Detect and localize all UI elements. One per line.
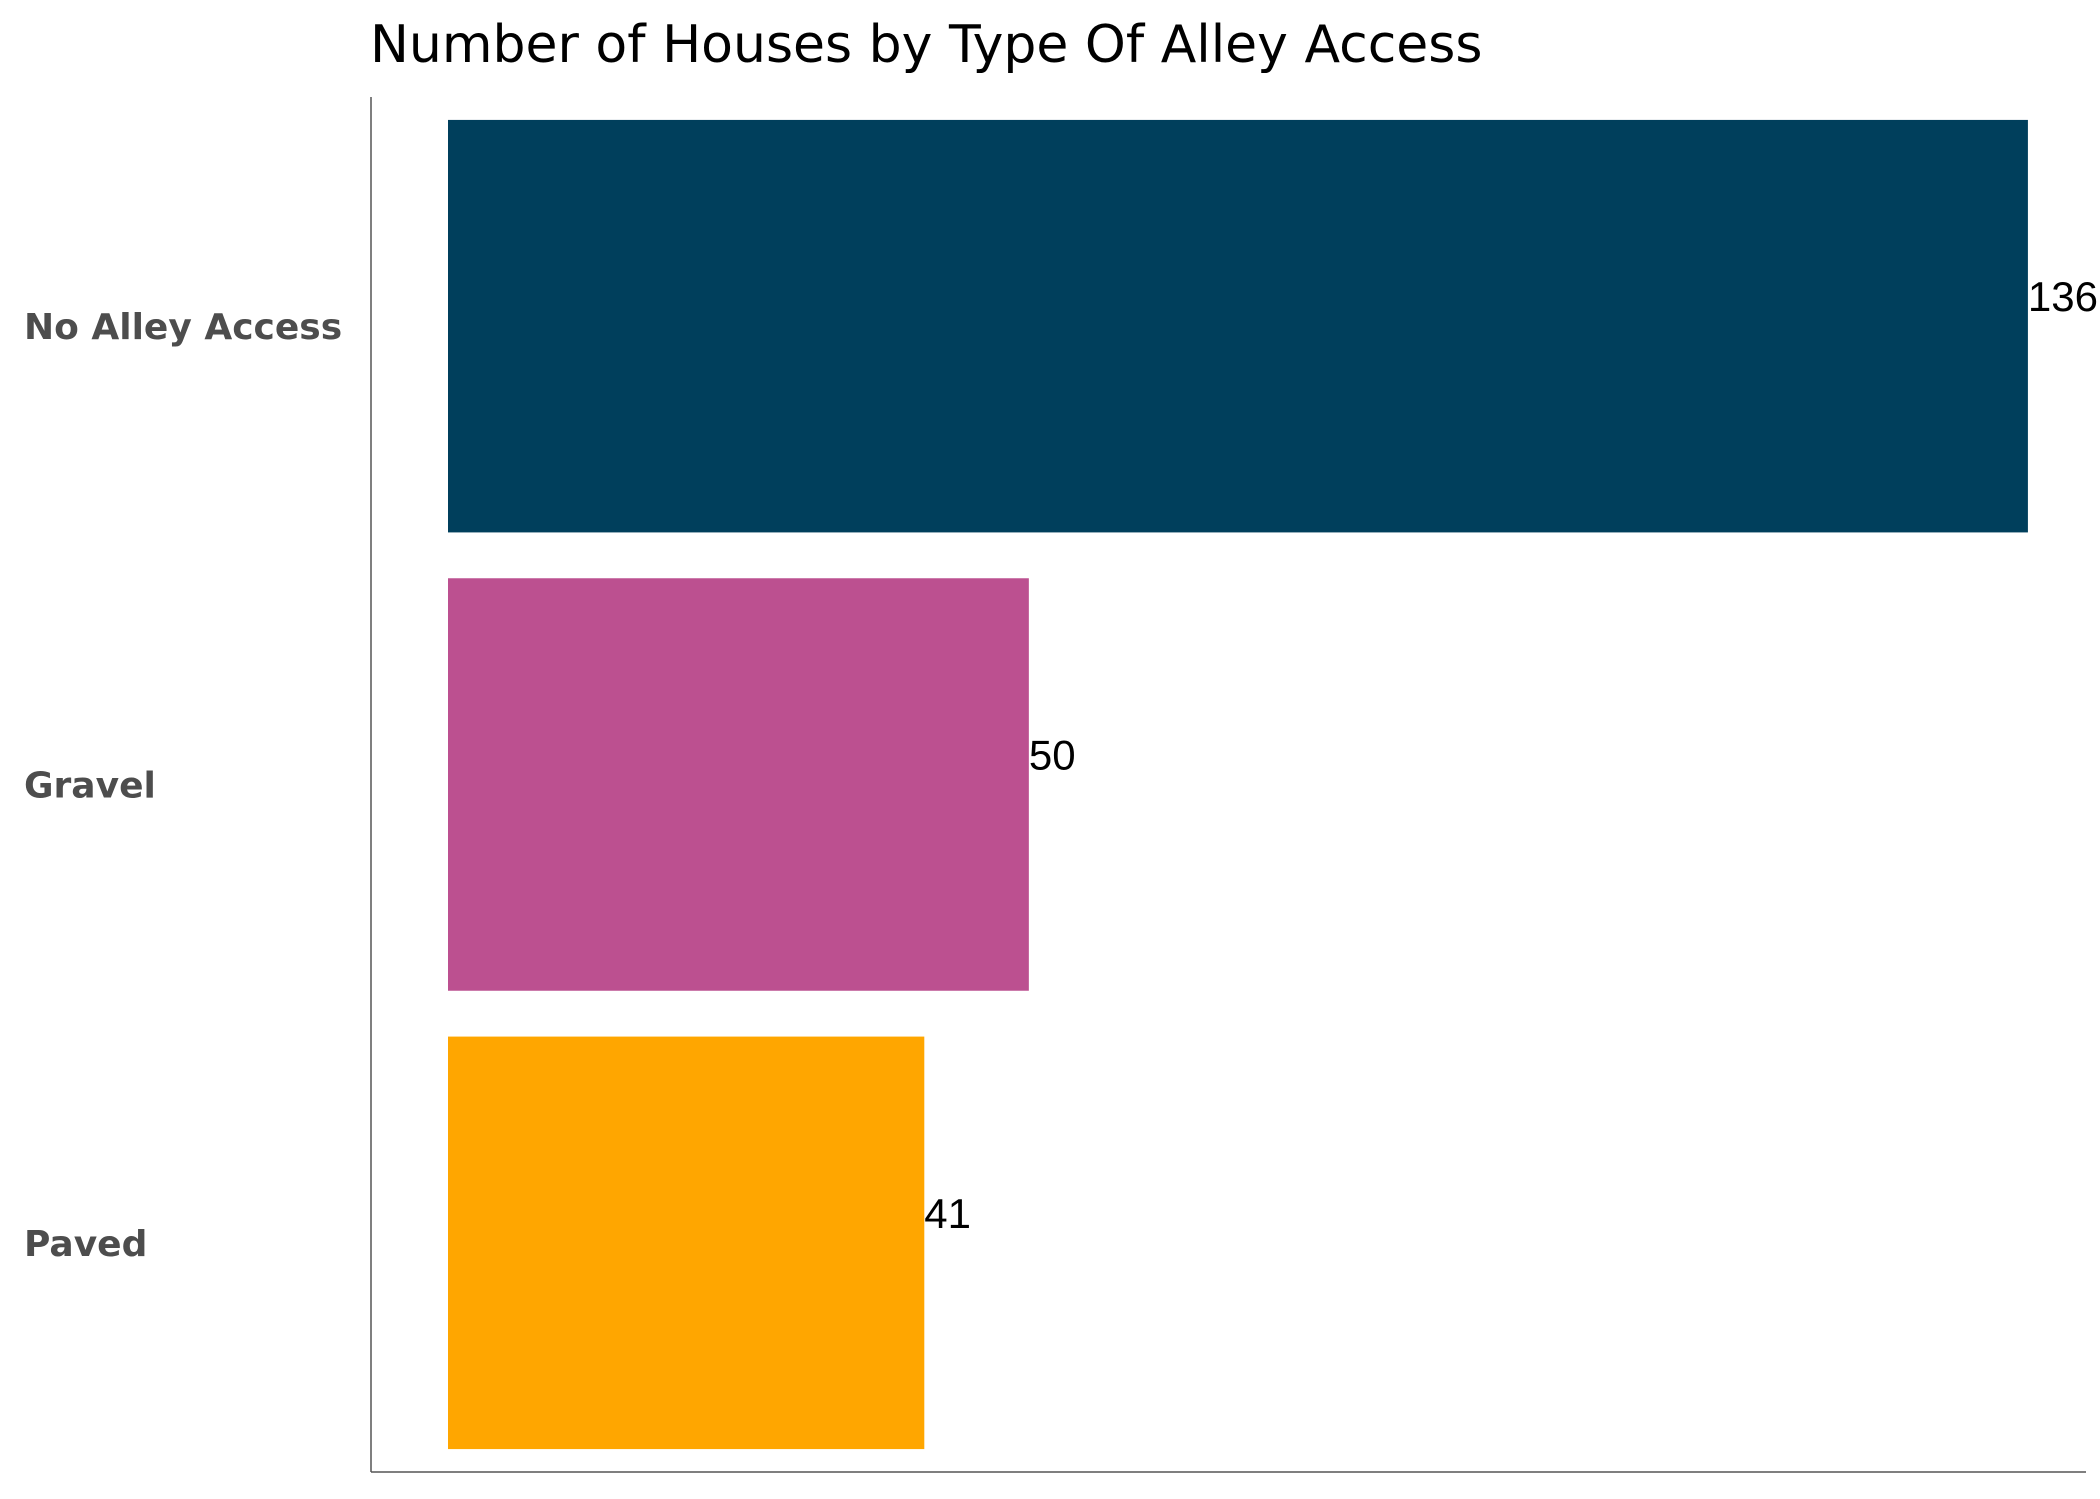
category-label: No Alley Access — [24, 307, 342, 348]
bar-no-alley-access — [448, 119, 2028, 533]
value-label: 41 — [924, 1190, 971, 1237]
chart-title: Number of Houses by Type Of Alley Access — [370, 15, 1482, 75]
bar-paved — [448, 1036, 925, 1450]
category-label: Gravel — [24, 766, 156, 807]
bars-group: No Alley Access 136 Gravel 50 Paved 41 — [24, 119, 2098, 1450]
category-label: Paved — [24, 1224, 147, 1265]
bar-gravel — [448, 578, 1029, 991]
value-label: 50 — [1029, 732, 1076, 779]
value-label: 136 — [2028, 273, 2098, 320]
